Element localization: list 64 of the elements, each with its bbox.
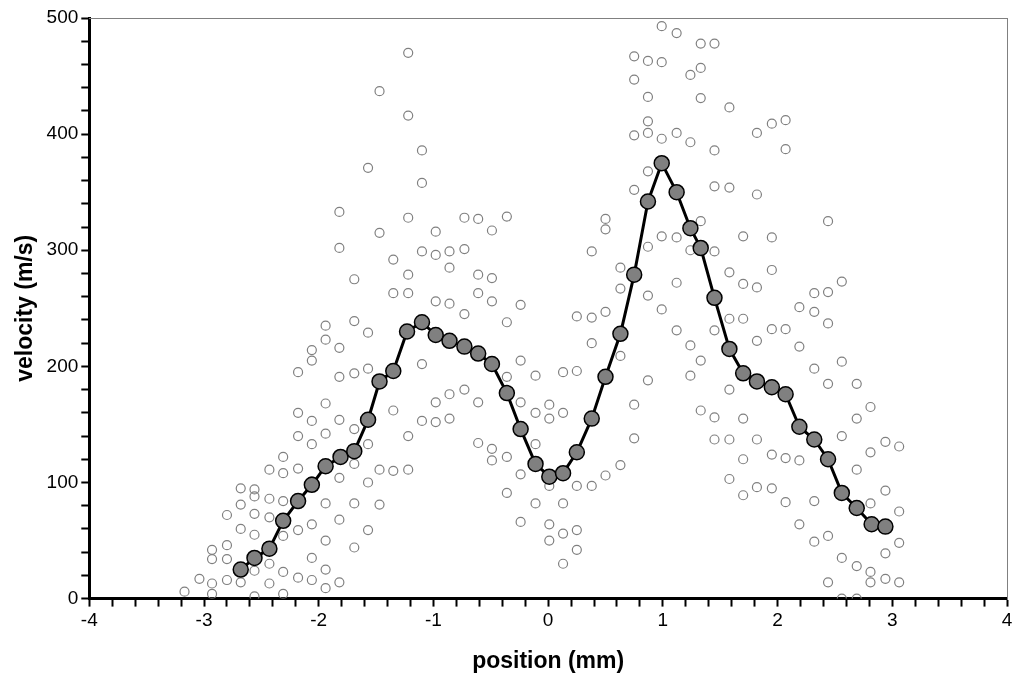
point	[303, 476, 321, 494]
point	[682, 219, 699, 237]
x-tick-label: -2	[310, 609, 328, 631]
point	[639, 193, 657, 210]
point	[398, 323, 416, 340]
point	[541, 468, 558, 485]
point	[833, 484, 851, 502]
point	[527, 455, 544, 473]
point	[289, 492, 307, 510]
point	[232, 561, 249, 578]
point	[706, 289, 723, 307]
point	[625, 266, 643, 283]
x-tick-label: 4	[1001, 609, 1013, 631]
point	[734, 365, 752, 382]
point	[483, 355, 501, 373]
x-tick-label: 2	[772, 609, 783, 631]
point	[469, 345, 487, 362]
point	[806, 431, 823, 448]
point	[385, 362, 402, 380]
point	[583, 410, 600, 427]
point	[427, 326, 444, 344]
point	[612, 325, 629, 343]
point	[441, 332, 458, 350]
y-tick-label: 400	[46, 122, 79, 144]
y-axis-title: velocity (m/s)	[11, 234, 38, 382]
point	[554, 464, 572, 482]
x-tick-label: 3	[887, 609, 898, 631]
point	[777, 385, 794, 403]
y-tick-label: 200	[46, 354, 79, 376]
point	[597, 368, 614, 386]
y-tick-label: 0	[67, 586, 79, 608]
point	[568, 444, 586, 461]
point	[668, 183, 685, 201]
point	[692, 239, 709, 257]
point	[456, 338, 473, 355]
point	[332, 448, 349, 466]
point	[791, 418, 808, 435]
point	[274, 512, 292, 530]
x-tick-label: 0	[542, 609, 554, 631]
point	[246, 549, 263, 567]
point	[317, 457, 334, 475]
y-tick-label: 100	[46, 470, 79, 492]
point	[413, 313, 431, 331]
point	[763, 379, 781, 396]
point	[721, 340, 738, 358]
point	[498, 384, 516, 402]
x-axis-title: position (mm)	[472, 646, 625, 673]
point	[819, 451, 837, 468]
point	[863, 516, 880, 533]
point	[748, 373, 766, 390]
point	[359, 411, 377, 429]
y-tick-label: 300	[46, 238, 79, 260]
x-tick-label: -1	[424, 609, 442, 631]
x-tick-label: 1	[657, 609, 669, 631]
point	[512, 420, 529, 438]
point	[261, 540, 278, 557]
x-tick-label: -3	[195, 609, 213, 631]
point	[877, 518, 894, 535]
point	[371, 373, 388, 390]
point	[848, 499, 865, 517]
point	[346, 442, 363, 460]
x-tick-label: -4	[80, 609, 99, 631]
y-tick-label: 500	[46, 6, 79, 28]
point	[653, 154, 670, 172]
